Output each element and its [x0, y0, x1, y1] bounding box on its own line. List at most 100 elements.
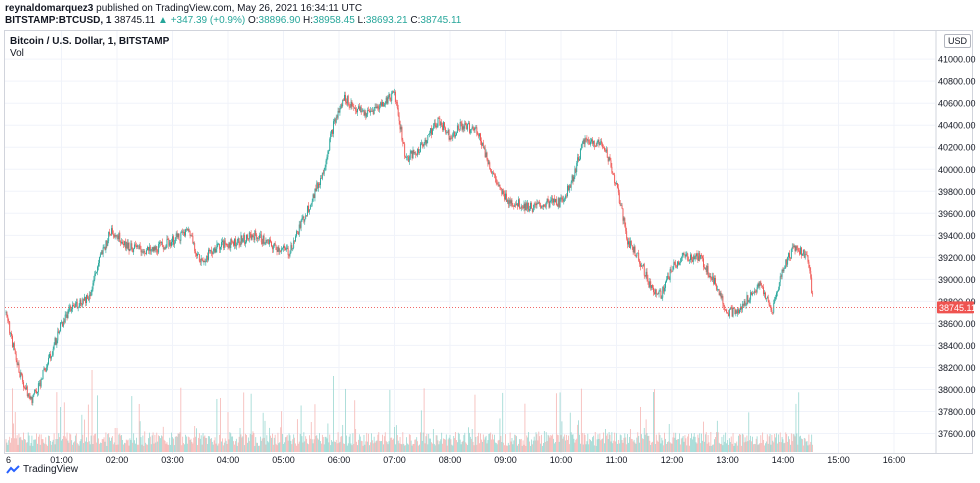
x-tick-label: 04:00 — [217, 455, 240, 465]
volume-bar — [253, 433, 255, 452]
candle-body — [264, 243, 266, 244]
volume-bar — [425, 436, 427, 452]
volume-bar — [178, 433, 180, 452]
volume-bar — [648, 435, 650, 452]
volume-bar — [136, 444, 138, 452]
volume-bar — [252, 431, 254, 452]
candle-body — [733, 307, 735, 309]
volume-bar — [570, 432, 572, 452]
candle-body — [125, 242, 127, 249]
candle-body — [628, 241, 629, 245]
volume-bar — [197, 445, 198, 452]
candle-body — [240, 235, 242, 245]
volume-bar — [665, 438, 666, 452]
candle-body — [78, 305, 80, 308]
candle-body — [229, 242, 231, 248]
volume-bar — [422, 432, 424, 452]
volume-bar — [315, 435, 317, 452]
volume-bar — [524, 403, 526, 452]
volume-bar — [116, 428, 118, 452]
candle-body — [340, 104, 342, 109]
candle-body — [107, 240, 109, 246]
candle-body — [218, 243, 220, 245]
volume-bar — [657, 441, 659, 452]
candle-body — [719, 292, 721, 296]
candle-body — [541, 206, 543, 208]
candle-body — [274, 242, 276, 246]
volume-bar — [59, 437, 61, 452]
candle-body — [398, 115, 400, 121]
candle-body — [5, 312, 7, 313]
volume-bar — [615, 441, 616, 452]
volume-bar — [251, 434, 253, 452]
volume-bar — [691, 439, 693, 452]
volume-bar — [536, 434, 538, 452]
candle-body — [285, 248, 287, 251]
volume-bar — [237, 442, 239, 452]
candle-body — [153, 246, 155, 252]
candle-body — [214, 248, 216, 253]
publisher-name[interactable]: reynaldomarquez3 — [5, 3, 94, 14]
volume-bar — [767, 443, 769, 452]
candle-body — [619, 203, 621, 206]
volume-bar — [410, 440, 412, 452]
volume-bar — [185, 434, 186, 452]
candle-body — [764, 292, 765, 295]
volume-bar — [740, 445, 742, 452]
candle-body — [360, 107, 362, 113]
volume-bar — [626, 444, 628, 452]
candle-body — [718, 289, 720, 296]
volume-bar — [47, 445, 49, 452]
volume-bar — [689, 445, 690, 452]
candle-body — [546, 198, 548, 203]
candle-body — [185, 228, 187, 230]
volume-bar — [759, 443, 761, 452]
candle-body — [14, 350, 16, 354]
candle-body — [542, 204, 544, 207]
volume-bar — [151, 435, 153, 452]
volume-bar — [548, 435, 550, 452]
candle-body — [388, 93, 390, 97]
volume-bar — [263, 437, 265, 452]
volume-bar — [212, 444, 214, 452]
volume-bar — [327, 423, 329, 452]
tradingview-logo[interactable]: TradingView — [6, 464, 78, 475]
candle-body — [575, 168, 577, 173]
volume-bar — [249, 433, 251, 452]
candle-body — [520, 206, 522, 209]
volume-bar — [727, 440, 728, 452]
volume-bar — [497, 440, 499, 452]
candle-body — [407, 156, 409, 162]
volume-bar — [443, 438, 444, 452]
candle-body — [81, 303, 83, 306]
candle-body — [212, 250, 214, 255]
candle-body — [485, 152, 487, 158]
volume-bar — [175, 436, 177, 452]
volume-bar — [420, 410, 422, 452]
candle-body — [160, 242, 162, 244]
volume-bar — [465, 442, 467, 452]
candle-body — [714, 278, 715, 284]
volume-bar — [275, 443, 277, 452]
candle-body — [365, 112, 367, 117]
volume-bar — [289, 435, 291, 452]
volume-bar — [603, 432, 604, 452]
volume-bar — [360, 440, 362, 452]
candle-body — [24, 387, 25, 388]
candle-body — [105, 240, 107, 250]
candle-body — [209, 249, 210, 252]
volume-bar — [461, 441, 463, 452]
volume-bar — [477, 436, 479, 452]
volume-bar — [538, 431, 540, 452]
currency-badge[interactable]: USD — [944, 34, 972, 48]
volume-bar — [661, 437, 663, 452]
volume-bar — [62, 438, 63, 452]
volume-bar — [403, 443, 405, 452]
volume-bar — [719, 443, 721, 452]
x-tick-label: 15:00 — [827, 455, 850, 465]
candle-body — [605, 149, 607, 152]
volume-bar — [331, 440, 332, 452]
candle-body — [724, 306, 726, 310]
volume-bar — [782, 439, 784, 452]
